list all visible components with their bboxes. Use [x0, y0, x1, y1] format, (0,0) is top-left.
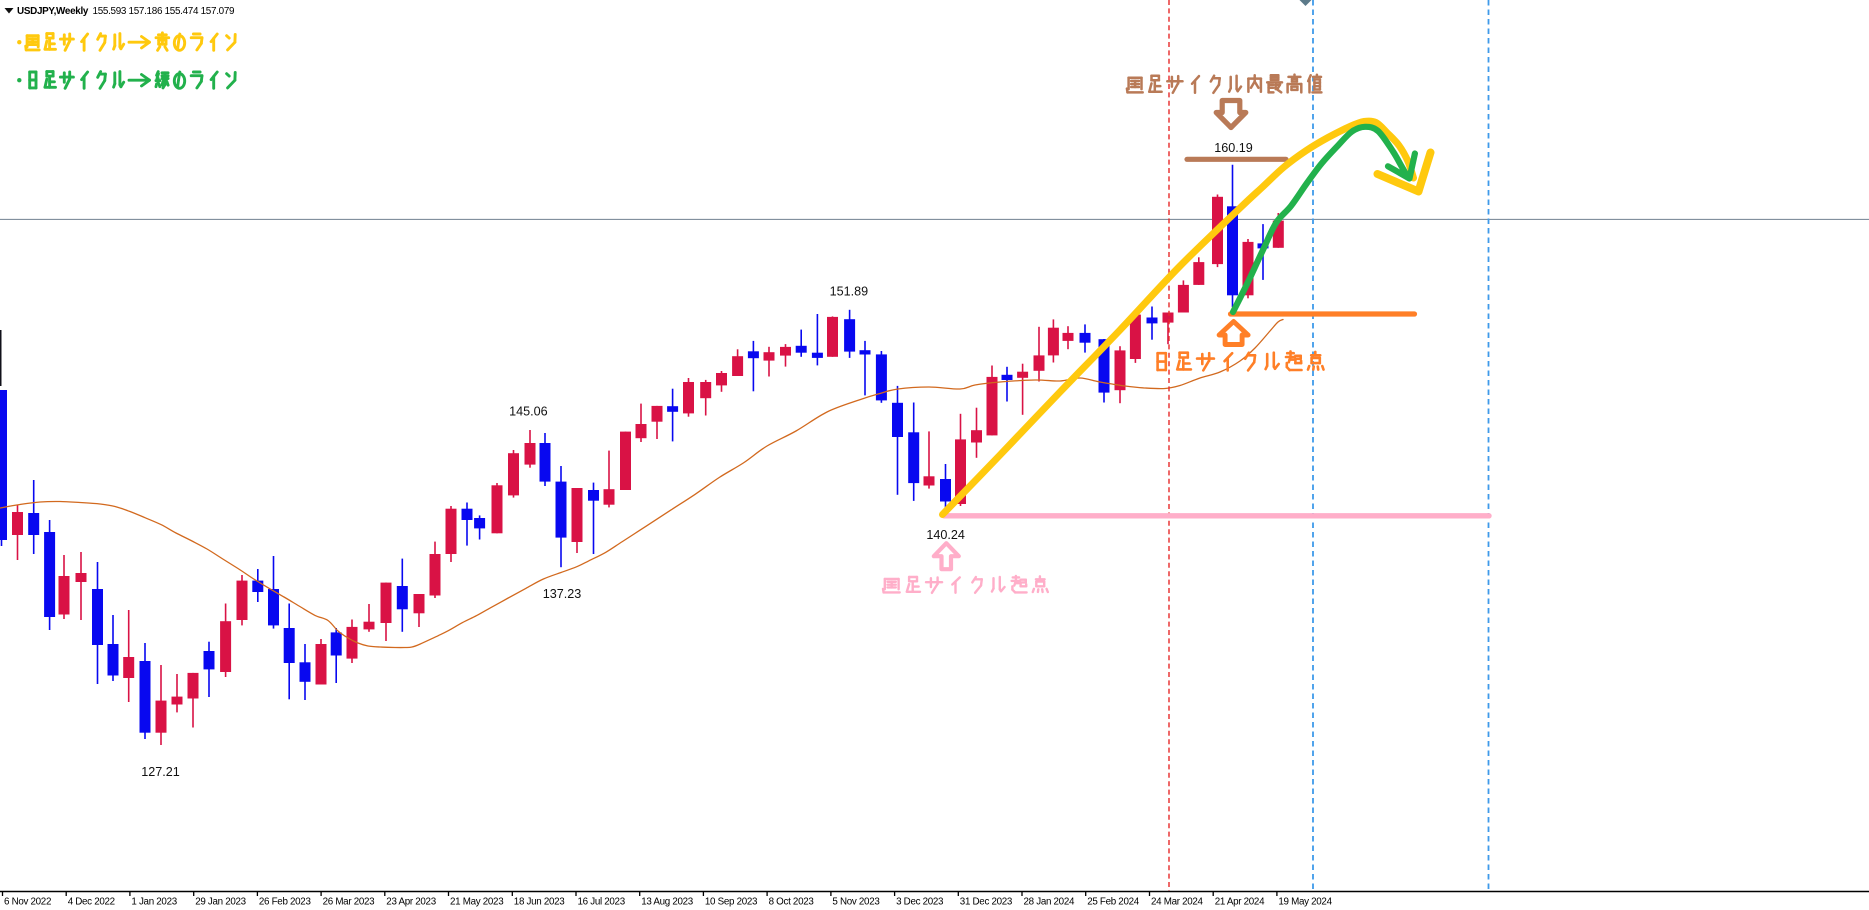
svg-text:6 Nov 2022: 6 Nov 2022 [4, 897, 51, 908]
svg-text:25 Feb 2024: 25 Feb 2024 [1087, 897, 1140, 908]
svg-text:16 Jul 2023: 16 Jul 2023 [578, 897, 626, 908]
svg-text:USDJPY,Weekly: USDJPY,Weekly [17, 6, 89, 17]
svg-text:31 Dec 2023: 31 Dec 2023 [960, 897, 1013, 908]
svg-text:160.19: 160.19 [1214, 141, 1253, 155]
svg-text:4 Dec 2022: 4 Dec 2022 [68, 897, 115, 908]
svg-text:10 Sep 2023: 10 Sep 2023 [705, 897, 758, 908]
svg-text:26 Mar 2023: 26 Mar 2023 [323, 897, 376, 908]
svg-text:29 Jan 2023: 29 Jan 2023 [195, 897, 246, 908]
svg-text:28 Jan 2024: 28 Jan 2024 [1024, 897, 1075, 908]
svg-text:23 Apr 2023: 23 Apr 2023 [386, 897, 436, 908]
svg-text:3 Dec 2023: 3 Dec 2023 [896, 897, 944, 908]
svg-text:21 Apr 2024: 21 Apr 2024 [1215, 897, 1265, 908]
svg-text:24 Mar 2024: 24 Mar 2024 [1151, 897, 1204, 908]
svg-text:1 Jan 2023: 1 Jan 2023 [131, 897, 177, 908]
svg-text:145.06: 145.06 [509, 405, 548, 419]
svg-text:26 Feb 2023: 26 Feb 2023 [259, 897, 312, 908]
svg-text:13 Aug 2023: 13 Aug 2023 [641, 897, 694, 908]
svg-text:8 Oct 2023: 8 Oct 2023 [769, 897, 815, 908]
svg-text:5 Nov 2023: 5 Nov 2023 [832, 897, 880, 908]
svg-text:18 Jun 2023: 18 Jun 2023 [514, 897, 565, 908]
svg-text:155.593 157.186 155.474 157.07: 155.593 157.186 155.474 157.079 [93, 6, 236, 17]
svg-text:127.21: 127.21 [141, 765, 180, 779]
svg-text:151.89: 151.89 [830, 285, 869, 299]
svg-text:140.24: 140.24 [926, 528, 965, 542]
svg-text:21 May 2023: 21 May 2023 [450, 897, 504, 908]
svg-text:137.23: 137.23 [543, 587, 582, 601]
svg-text:19 May 2024: 19 May 2024 [1278, 897, 1332, 908]
